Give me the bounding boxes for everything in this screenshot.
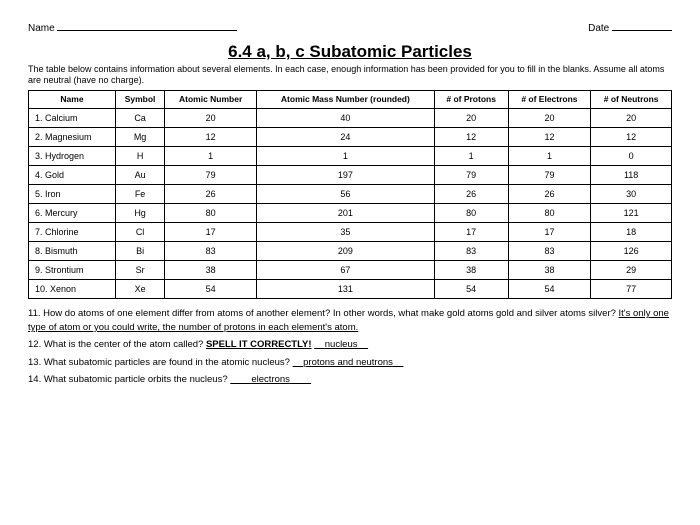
cell-symbol: Cl [115, 222, 164, 241]
q14: 14. What subatomic particle orbits the n… [28, 373, 672, 387]
cell-name: 9. Strontium [29, 260, 116, 279]
cell-mass-number: 40 [257, 108, 435, 127]
cell-mass-number: 209 [257, 241, 435, 260]
q11: 11. How do atoms of one element differ f… [28, 307, 672, 336]
cell-protons: 54 [434, 279, 508, 298]
cell-mass-number: 35 [257, 222, 435, 241]
cell-atomic-number: 79 [165, 165, 257, 184]
questions: 11. How do atoms of one element differ f… [28, 307, 672, 387]
cell-symbol: H [115, 146, 164, 165]
col-header: # of Neutrons [591, 90, 672, 108]
table-row: 3. HydrogenH11110 [29, 146, 672, 165]
table-row: 2. MagnesiumMg1224121212 [29, 127, 672, 146]
cell-symbol: Mg [115, 127, 164, 146]
table-row: 4. GoldAu791977979118 [29, 165, 672, 184]
cell-mass-number: 131 [257, 279, 435, 298]
cell-mass-number: 201 [257, 203, 435, 222]
cell-atomic-number: 17 [165, 222, 257, 241]
table-row: 7. ChlorineCl1735171718 [29, 222, 672, 241]
table-row: 8. BismuthBi832098383126 [29, 241, 672, 260]
table-row: 9. StrontiumSr3867383829 [29, 260, 672, 279]
cell-neutrons: 18 [591, 222, 672, 241]
cell-electrons: 54 [508, 279, 591, 298]
cell-name: 5. Iron [29, 184, 116, 203]
cell-electrons: 20 [508, 108, 591, 127]
cell-atomic-number: 54 [165, 279, 257, 298]
cell-neutrons: 121 [591, 203, 672, 222]
cell-protons: 38 [434, 260, 508, 279]
cell-electrons: 1 [508, 146, 591, 165]
cell-symbol: Au [115, 165, 164, 184]
cell-atomic-number: 80 [165, 203, 257, 222]
cell-protons: 20 [434, 108, 508, 127]
cell-atomic-number: 26 [165, 184, 257, 203]
cell-name: 10. Xenon [29, 279, 116, 298]
table-row: 5. IronFe2656262630 [29, 184, 672, 203]
cell-neutrons: 0 [591, 146, 672, 165]
cell-name: 7. Chlorine [29, 222, 116, 241]
cell-protons: 17 [434, 222, 508, 241]
cell-symbol: Sr [115, 260, 164, 279]
table-row: 1. CalciumCa2040202020 [29, 108, 672, 127]
cell-atomic-number: 38 [165, 260, 257, 279]
cell-name: 4. Gold [29, 165, 116, 184]
cell-symbol: Ca [115, 108, 164, 127]
col-header: # of Protons [434, 90, 508, 108]
cell-atomic-number: 12 [165, 127, 257, 146]
cell-neutrons: 29 [591, 260, 672, 279]
cell-protons: 12 [434, 127, 508, 146]
cell-protons: 83 [434, 241, 508, 260]
cell-symbol: Fe [115, 184, 164, 203]
name-field: Name [28, 20, 237, 34]
cell-name: 3. Hydrogen [29, 146, 116, 165]
cell-symbol: Bi [115, 241, 164, 260]
cell-neutrons: 77 [591, 279, 672, 298]
cell-protons: 1 [434, 146, 508, 165]
cell-name: 8. Bismuth [29, 241, 116, 260]
col-header: # of Electrons [508, 90, 591, 108]
q12: 12. What is the center of the atom calle… [28, 338, 672, 352]
intro-text: The table below contains information abo… [28, 64, 672, 86]
elements-table: NameSymbolAtomic NumberAtomic Mass Numbe… [28, 90, 672, 299]
cell-electrons: 79 [508, 165, 591, 184]
cell-protons: 80 [434, 203, 508, 222]
cell-mass-number: 56 [257, 184, 435, 203]
cell-symbol: Xe [115, 279, 164, 298]
cell-electrons: 80 [508, 203, 591, 222]
cell-mass-number: 24 [257, 127, 435, 146]
cell-atomic-number: 1 [165, 146, 257, 165]
cell-neutrons: 20 [591, 108, 672, 127]
col-header: Atomic Number [165, 90, 257, 108]
cell-symbol: Hg [115, 203, 164, 222]
col-header: Atomic Mass Number (rounded) [257, 90, 435, 108]
col-header: Name [29, 90, 116, 108]
cell-electrons: 26 [508, 184, 591, 203]
col-header: Symbol [115, 90, 164, 108]
q13: 13. What subatomic particles are found i… [28, 356, 672, 370]
date-field: Date [588, 20, 672, 34]
header-row: Name Date [28, 20, 672, 34]
cell-electrons: 12 [508, 127, 591, 146]
cell-name: 2. Magnesium [29, 127, 116, 146]
cell-atomic-number: 20 [165, 108, 257, 127]
cell-protons: 26 [434, 184, 508, 203]
cell-mass-number: 1 [257, 146, 435, 165]
table-row: 10. XenonXe54131545477 [29, 279, 672, 298]
cell-protons: 79 [434, 165, 508, 184]
cell-electrons: 38 [508, 260, 591, 279]
cell-name: 1. Calcium [29, 108, 116, 127]
cell-atomic-number: 83 [165, 241, 257, 260]
cell-neutrons: 118 [591, 165, 672, 184]
cell-neutrons: 30 [591, 184, 672, 203]
cell-mass-number: 67 [257, 260, 435, 279]
cell-electrons: 83 [508, 241, 591, 260]
cell-neutrons: 126 [591, 241, 672, 260]
page-title: 6.4 a, b, c Subatomic Particles [28, 42, 672, 62]
cell-electrons: 17 [508, 222, 591, 241]
cell-neutrons: 12 [591, 127, 672, 146]
cell-name: 6. Mercury [29, 203, 116, 222]
table-row: 6. MercuryHg802018080121 [29, 203, 672, 222]
cell-mass-number: 197 [257, 165, 435, 184]
